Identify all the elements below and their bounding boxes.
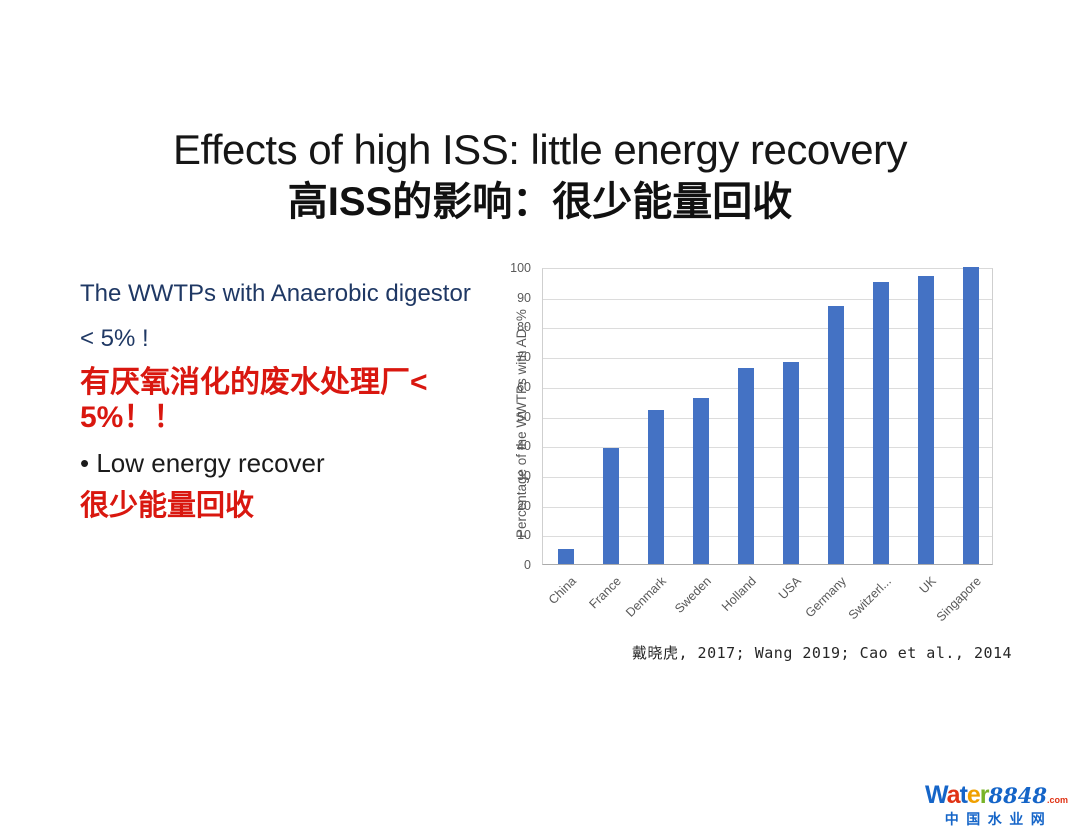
logo-wordmark: Water8848.com — [925, 783, 1068, 808]
bar-holland — [737, 367, 754, 564]
x-tick-label: Singapore — [934, 574, 985, 625]
logo-digits: 8848 — [988, 783, 1047, 808]
x-tick-label: France — [586, 574, 624, 612]
bar-switzerl — [873, 281, 890, 564]
logo-chinese-name: 中国水业网 — [944, 811, 1053, 827]
left-text-panel: The WWTPs with Anaerobic digestor < 5% !… — [80, 280, 500, 524]
y-tick-label: 10 — [517, 528, 531, 543]
gridline — [543, 506, 992, 508]
low-energy-note-chinese: 很少能量回收 — [80, 489, 255, 522]
bar-sweden — [692, 397, 709, 564]
y-tick-label: 40 — [517, 439, 531, 454]
x-tick-label: USA — [775, 574, 804, 603]
gridline — [543, 447, 992, 449]
title-block: Effects of high ISS: little energy recov… — [0, 126, 1080, 225]
bar-china — [557, 549, 574, 564]
gridline — [543, 358, 992, 360]
gridline — [543, 298, 992, 300]
wwtp-statement-line1: The WWTPs with Anaerobic digestor — [80, 280, 471, 307]
water8848-logo: Water8848.com 中国水业网 — [925, 783, 1068, 827]
bar-singapore — [963, 267, 980, 564]
x-tick-label: Switzerl... — [845, 574, 895, 623]
x-tick-label: Germany — [802, 574, 850, 621]
x-tick-label: Denmark — [622, 574, 669, 620]
logo-letter: W — [924, 781, 948, 809]
bar-chart: Percentage of the WWTPs with AD, % 0 10 20… — [498, 258, 1018, 648]
logo-letter: t — [959, 781, 968, 809]
logo-dotcom: .com — [1046, 795, 1068, 805]
y-tick-label: 70 — [517, 350, 531, 365]
y-tick-label: 60 — [517, 379, 531, 394]
x-tick-label: UK — [917, 574, 940, 597]
y-tick-label: 30 — [517, 468, 531, 483]
plot-area — [542, 267, 993, 565]
y-tick-label: 50 — [517, 409, 531, 424]
x-tick-label: Holland — [718, 574, 759, 614]
slide-title-english: Effects of high ISS: little energy recov… — [172, 126, 908, 173]
y-tick-label: 80 — [517, 320, 531, 335]
wwtp-statement-chinese-line2: 5%！！ — [80, 401, 184, 435]
y-axis-ticks: 0 10 20 30 40 50 60 70 80 90 100 — [498, 261, 536, 572]
bar-france — [602, 448, 619, 564]
logo-word: Water — [925, 783, 990, 808]
y-tick-label: 20 — [517, 498, 531, 513]
low-energy-bullet: • Low energy recover — [80, 447, 325, 478]
gridline — [543, 387, 992, 389]
wwtp-statement-chinese-line1: 有厌氧消化的废水处理厂< — [80, 366, 428, 399]
slide-title-chinese: 高ISS的影响：很少能量回收 — [287, 180, 793, 225]
bar-germany — [828, 305, 845, 564]
source-citation: 戴晓虎, 2017; Wang 2019; Cao et al., 2014 — [632, 644, 1013, 662]
gridline — [543, 536, 992, 538]
x-tick-label: China — [545, 574, 579, 608]
gridline — [543, 476, 992, 478]
gridline — [543, 328, 992, 330]
y-tick-label: 0 — [524, 558, 531, 572]
logo-letter: a — [946, 781, 961, 809]
logo-letter: r — [979, 781, 990, 809]
x-axis-labels: China France Denmark Sweden Holland USA German… — [498, 258, 1018, 648]
bar-usa — [783, 362, 800, 564]
logo-letter: e — [966, 781, 981, 809]
y-tick-label: 100 — [510, 261, 531, 275]
x-tick-label: Sweden — [671, 574, 714, 616]
gridline — [543, 417, 992, 419]
bar-denmark — [647, 409, 664, 564]
y-tick-label: 90 — [517, 290, 531, 305]
wwtp-statement-line2: < 5% ! — [80, 325, 149, 352]
bar-uk — [918, 275, 935, 564]
